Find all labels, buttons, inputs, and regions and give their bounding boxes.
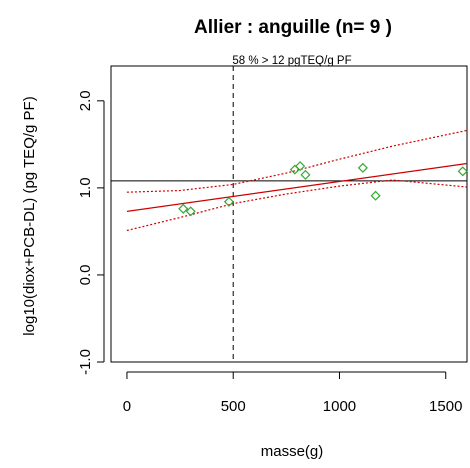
chart-subtitle: 58 % > 12 pgTEQ/g PF [232,55,351,67]
y-tick-label: 1.0 [77,177,94,198]
x-tick-label: 500 [221,398,246,415]
chart-title: Allier : anguille (n= 9 ) [194,17,392,38]
data-point [178,203,189,214]
y-axis-label: log10(diox+PCB-DL) (pg TEQ/g PF) [21,96,38,335]
x-tick-label: 1000 [323,398,356,415]
y-tick-label: 2.0 [77,90,94,111]
data-point [357,162,368,173]
plot-marks [111,66,468,362]
y-tick-label: -1.0 [77,349,94,375]
y-tick-label: 0.0 [77,265,94,286]
x-axis: 0 500 1000 1500 [123,371,462,415]
regression-line [126,162,468,213]
data-point [457,166,468,177]
plot-area-frame [110,65,468,363]
y-axis: -1.0 0.0 1.0 2.0 [77,90,105,375]
data-point [223,196,235,207]
upper-confidence-curve [126,129,468,193]
data-point [300,169,311,180]
data-point [370,190,381,201]
data-point [295,161,306,172]
x-axis-label: masse(g) [261,443,324,460]
data-point [185,206,196,217]
x-tick-label: 0 [123,398,131,415]
x-tick-label: 1500 [429,398,462,415]
